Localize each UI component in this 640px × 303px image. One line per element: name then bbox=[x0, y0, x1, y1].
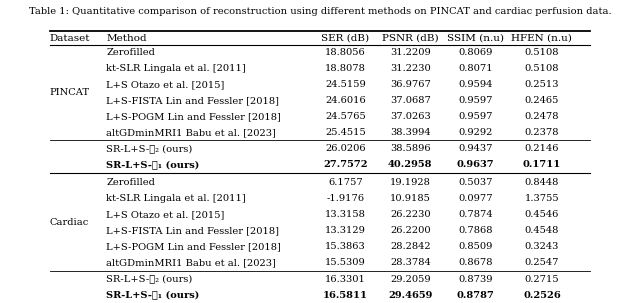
Text: 13.3129: 13.3129 bbox=[325, 226, 366, 235]
Text: 16.3301: 16.3301 bbox=[325, 275, 366, 284]
Text: 38.5896: 38.5896 bbox=[390, 144, 431, 153]
Text: PSNR (dB): PSNR (dB) bbox=[382, 34, 438, 43]
Text: 0.2478: 0.2478 bbox=[525, 112, 559, 121]
Text: 0.8071: 0.8071 bbox=[458, 64, 493, 73]
Text: 31.2209: 31.2209 bbox=[390, 48, 431, 57]
Text: 0.2526: 0.2526 bbox=[523, 291, 561, 300]
Text: Dataset: Dataset bbox=[49, 34, 90, 43]
Text: 0.1711: 0.1711 bbox=[523, 160, 561, 169]
Text: 29.2059: 29.2059 bbox=[390, 275, 431, 284]
Text: L+S-FISTA Lin and Fessler [2018]: L+S-FISTA Lin and Fessler [2018] bbox=[106, 226, 280, 235]
Text: 0.2547: 0.2547 bbox=[525, 258, 559, 268]
Text: 16.5811: 16.5811 bbox=[323, 291, 368, 300]
Text: 0.2146: 0.2146 bbox=[525, 144, 559, 153]
Text: 18.8056: 18.8056 bbox=[325, 48, 365, 57]
Text: 37.0687: 37.0687 bbox=[390, 96, 431, 105]
Text: 0.8448: 0.8448 bbox=[525, 178, 559, 187]
Text: altGDminMRI1 Babu et al. [2023]: altGDminMRI1 Babu et al. [2023] bbox=[106, 128, 276, 137]
Text: 0.2378: 0.2378 bbox=[525, 128, 559, 137]
Text: L+S-FISTA Lin and Fessler [2018]: L+S-FISTA Lin and Fessler [2018] bbox=[106, 96, 280, 105]
Text: 28.2842: 28.2842 bbox=[390, 242, 431, 251]
Text: 0.8069: 0.8069 bbox=[458, 48, 492, 57]
Text: 36.9767: 36.9767 bbox=[390, 80, 431, 89]
Text: 0.9437: 0.9437 bbox=[458, 144, 493, 153]
Text: 0.5108: 0.5108 bbox=[525, 64, 559, 73]
Text: 0.0977: 0.0977 bbox=[458, 194, 493, 203]
Text: 6.1757: 6.1757 bbox=[328, 178, 363, 187]
Text: 0.2715: 0.2715 bbox=[525, 275, 559, 284]
Text: 26.0206: 26.0206 bbox=[325, 144, 365, 153]
Text: 0.4548: 0.4548 bbox=[525, 226, 559, 235]
Text: 0.9637: 0.9637 bbox=[456, 160, 494, 169]
Text: SSIM (n.u): SSIM (n.u) bbox=[447, 34, 504, 43]
Text: altGDminMRI1 Babu et al. [2023]: altGDminMRI1 Babu et al. [2023] bbox=[106, 258, 276, 268]
Text: 0.5037: 0.5037 bbox=[458, 178, 493, 187]
Text: 24.5159: 24.5159 bbox=[325, 80, 365, 89]
Text: 10.9185: 10.9185 bbox=[390, 194, 431, 203]
Text: PINCAT: PINCAT bbox=[49, 88, 89, 97]
Text: -1.9176: -1.9176 bbox=[326, 194, 364, 203]
Text: 31.2230: 31.2230 bbox=[390, 64, 431, 73]
Text: 15.3863: 15.3863 bbox=[325, 242, 365, 251]
Text: 0.9292: 0.9292 bbox=[458, 128, 492, 137]
Text: 38.3994: 38.3994 bbox=[390, 128, 431, 137]
Text: SR-L+S-ℓ₂ (ours): SR-L+S-ℓ₂ (ours) bbox=[106, 144, 193, 153]
Text: L+S Otazo et al. [2015]: L+S Otazo et al. [2015] bbox=[106, 80, 225, 89]
Text: 0.8678: 0.8678 bbox=[458, 258, 493, 268]
Text: 19.1928: 19.1928 bbox=[390, 178, 431, 187]
Text: 13.3158: 13.3158 bbox=[325, 210, 366, 219]
Text: HFEN (n.u): HFEN (n.u) bbox=[511, 34, 572, 43]
Text: Table 1: Quantitative comparison of reconstruction using different methods on PI: Table 1: Quantitative comparison of reco… bbox=[29, 7, 611, 16]
Text: 27.7572: 27.7572 bbox=[323, 160, 367, 169]
Text: SR-L+S-ℓ₂ (ours): SR-L+S-ℓ₂ (ours) bbox=[106, 275, 193, 284]
Text: 24.6016: 24.6016 bbox=[325, 96, 365, 105]
Text: SR-L+S-ℓ₁ (ours): SR-L+S-ℓ₁ (ours) bbox=[106, 291, 200, 300]
Text: Method: Method bbox=[106, 34, 147, 43]
Text: 24.5765: 24.5765 bbox=[325, 112, 365, 121]
Text: 29.4659: 29.4659 bbox=[388, 291, 433, 300]
Text: L+S Otazo et al. [2015]: L+S Otazo et al. [2015] bbox=[106, 210, 225, 219]
Text: 25.4515: 25.4515 bbox=[325, 128, 365, 137]
Text: 0.9594: 0.9594 bbox=[458, 80, 492, 89]
Text: 0.7874: 0.7874 bbox=[458, 210, 493, 219]
Text: 0.8509: 0.8509 bbox=[458, 242, 492, 251]
Text: L+S-POGM Lin and Fessler [2018]: L+S-POGM Lin and Fessler [2018] bbox=[106, 112, 281, 121]
Text: 15.5309: 15.5309 bbox=[325, 258, 365, 268]
Text: 0.7868: 0.7868 bbox=[458, 226, 493, 235]
Text: kt-SLR Lingala et al. [2011]: kt-SLR Lingala et al. [2011] bbox=[106, 194, 246, 203]
Text: 0.4546: 0.4546 bbox=[525, 210, 559, 219]
Text: 26.2230: 26.2230 bbox=[390, 210, 431, 219]
Text: SER (dB): SER (dB) bbox=[321, 34, 369, 43]
Text: 0.8787: 0.8787 bbox=[456, 291, 494, 300]
Text: 0.9597: 0.9597 bbox=[458, 112, 493, 121]
Text: Zerofilled: Zerofilled bbox=[106, 48, 156, 57]
Text: 0.2513: 0.2513 bbox=[525, 80, 559, 89]
Text: 28.3784: 28.3784 bbox=[390, 258, 431, 268]
Text: 40.2958: 40.2958 bbox=[388, 160, 433, 169]
Text: SR-L+S-ℓ₁ (ours): SR-L+S-ℓ₁ (ours) bbox=[106, 160, 200, 169]
Text: 1.3755: 1.3755 bbox=[525, 194, 559, 203]
Text: 18.8078: 18.8078 bbox=[325, 64, 366, 73]
Text: 0.9597: 0.9597 bbox=[458, 96, 493, 105]
Text: 26.2200: 26.2200 bbox=[390, 226, 431, 235]
Text: Cardiac: Cardiac bbox=[49, 218, 88, 227]
Text: 0.3243: 0.3243 bbox=[525, 242, 559, 251]
Text: Zerofilled: Zerofilled bbox=[106, 178, 156, 187]
Text: 0.8739: 0.8739 bbox=[458, 275, 493, 284]
Text: 0.5108: 0.5108 bbox=[525, 48, 559, 57]
Text: L+S-POGM Lin and Fessler [2018]: L+S-POGM Lin and Fessler [2018] bbox=[106, 242, 281, 251]
Text: kt-SLR Lingala et al. [2011]: kt-SLR Lingala et al. [2011] bbox=[106, 64, 246, 73]
Text: 37.0263: 37.0263 bbox=[390, 112, 431, 121]
Text: 0.2465: 0.2465 bbox=[525, 96, 559, 105]
